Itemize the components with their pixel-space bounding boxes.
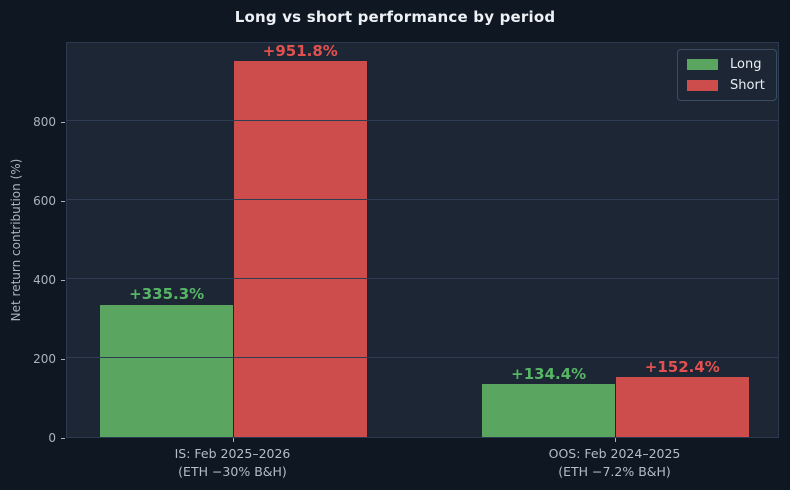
legend-label-long: Long xyxy=(730,57,762,72)
y-tick-mark-200 xyxy=(61,358,65,360)
gridline-600 xyxy=(67,198,778,200)
y-tick-label-400: 400 xyxy=(33,272,56,287)
chart-title: Long vs short performance by period xyxy=(234,8,556,26)
legend-item-long: Long xyxy=(687,57,765,72)
bar-value-label-long-group2: +134.4% xyxy=(511,364,587,383)
y-tick-label-800: 800 xyxy=(33,114,56,129)
bar-value-label-short-group2: +152.4% xyxy=(644,357,720,376)
x-tick-mark-group1 xyxy=(232,438,234,442)
x-tick-label-line: (ETH −30% B&H) xyxy=(178,464,287,479)
y-axis-label: Net return contribution (%) xyxy=(9,158,23,322)
y-tick-label-0: 0 xyxy=(48,431,56,445)
bar-short-group1 xyxy=(233,60,368,437)
bar-short-group2 xyxy=(615,376,750,437)
gridline-800 xyxy=(67,119,778,121)
y-tick-mark-800 xyxy=(61,121,65,123)
legend-label-short: Short xyxy=(730,78,765,93)
y-tick-mark-400 xyxy=(61,279,65,281)
y-tick-label-200: 200 xyxy=(33,351,56,366)
gridline-200 xyxy=(67,356,778,358)
x-tick-label-line: OOS: Feb 2024–2025 xyxy=(548,446,681,461)
bar-value-label-long-group1: +335.3% xyxy=(129,285,205,304)
bar-value-label-short-group1: +951.8% xyxy=(262,41,338,60)
x-tick-label-line: IS: Feb 2025–2026 xyxy=(174,446,291,461)
legend-swatch-long-icon xyxy=(687,59,718,70)
x-tick-label-group1: IS: Feb 2025–2026 (ETH −30% B&H) xyxy=(175,445,291,481)
y-tick-mark-0 xyxy=(61,438,65,439)
gridline-400 xyxy=(67,277,778,279)
x-tick-label-group2: OOS: Feb 2024–2025 (ETH −7.2% B&H) xyxy=(549,445,681,481)
y-tick-label-600: 600 xyxy=(33,193,56,208)
x-tick-label-line: (ETH −7.2% B&H) xyxy=(558,464,671,479)
legend-swatch-short-icon xyxy=(687,80,718,91)
legend: Long Short xyxy=(677,49,777,101)
plot-area: +335.3% +134.4% +951.8% +152.4% xyxy=(66,42,779,438)
bar-long-group1 xyxy=(99,304,234,437)
y-tick-mark-600 xyxy=(61,200,65,202)
x-tick-mark-group2 xyxy=(614,438,616,442)
bar-long-group2 xyxy=(481,383,616,437)
legend-item-short: Short xyxy=(687,78,765,93)
